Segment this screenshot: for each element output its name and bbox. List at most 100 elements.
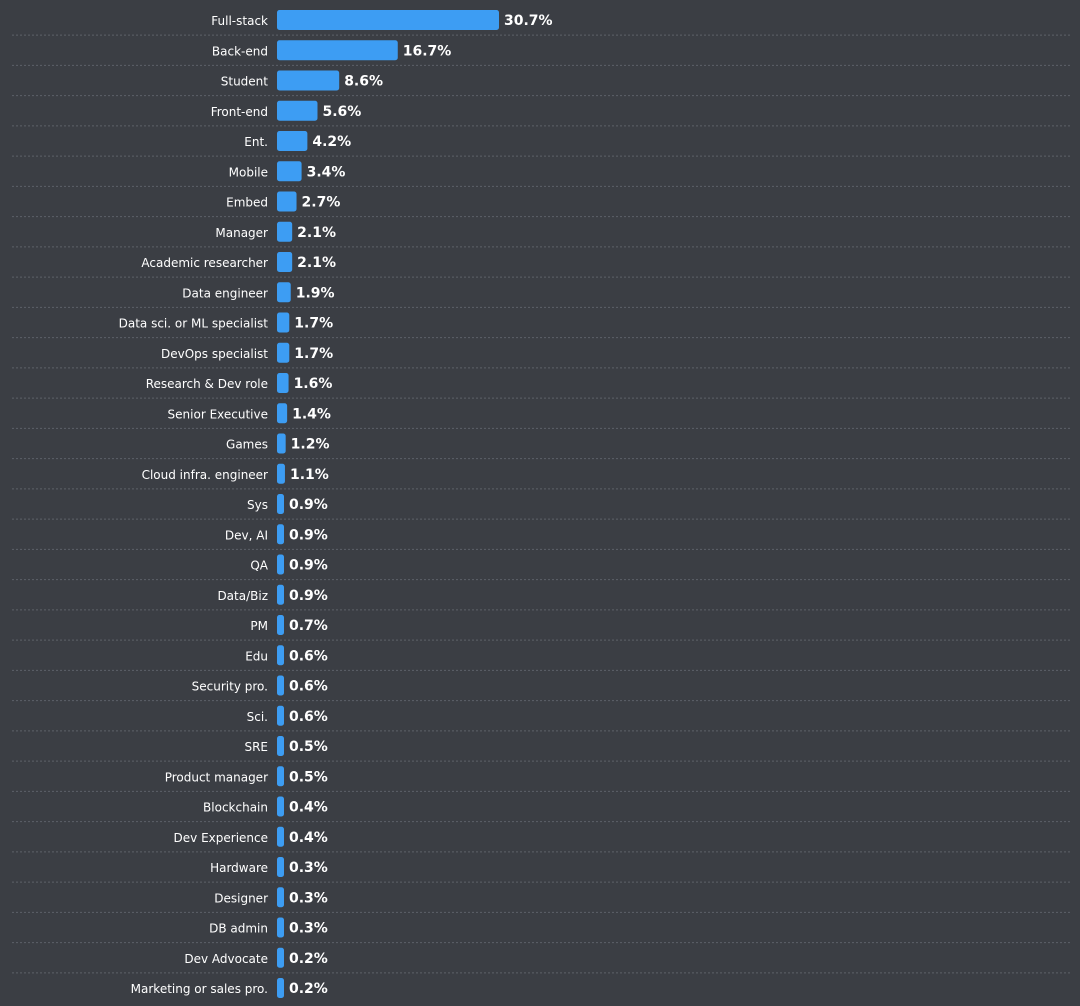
bar (277, 554, 284, 575)
bar (277, 947, 284, 968)
category-label: Senior Executive (168, 407, 268, 421)
category-label: Manager (215, 226, 268, 240)
value-label: 1.9% (296, 285, 335, 301)
category-label: Designer (214, 891, 268, 905)
bar (277, 978, 284, 998)
category-label: Dev Experience (174, 831, 268, 845)
value-label: 2.1% (297, 255, 336, 271)
category-label: Mobile (229, 165, 268, 179)
value-label: 1.4% (292, 406, 331, 422)
bar (277, 221, 293, 242)
value-label: 1.1% (290, 467, 329, 483)
bar (277, 312, 290, 333)
category-label: Embed (226, 196, 268, 210)
value-label: 0.9% (289, 497, 328, 513)
value-label: 5.6% (322, 104, 361, 120)
value-label: 0.4% (289, 830, 328, 846)
value-label: 0.4% (289, 800, 328, 816)
bar (277, 161, 302, 182)
value-label: 8.6% (344, 74, 383, 90)
category-label: Student (221, 75, 269, 89)
bar (277, 40, 398, 61)
bar (277, 494, 284, 514)
category-label: Sci. (247, 710, 268, 724)
bar (277, 857, 284, 877)
category-label: Product manager (165, 770, 268, 784)
category-label: Data sci. or ML specialist (119, 317, 269, 331)
bar (277, 100, 318, 121)
bar (277, 766, 284, 787)
value-label: 0.9% (289, 588, 328, 604)
bar (277, 675, 284, 696)
bar (277, 826, 284, 847)
category-label: Edu (245, 649, 268, 663)
category-label: Data/Biz (217, 589, 268, 603)
category-label: Hardware (210, 861, 268, 875)
value-label: 3.4% (307, 164, 346, 180)
category-label: SRE (244, 740, 268, 754)
value-label: 0.3% (289, 921, 328, 937)
category-label: QA (250, 559, 268, 573)
category-label: PM (250, 619, 268, 633)
value-label: 0.5% (289, 739, 328, 755)
bar (277, 403, 288, 424)
category-label: Dev Advocate (184, 952, 268, 966)
bar (277, 252, 293, 272)
category-label: DevOps specialist (161, 347, 268, 361)
value-label: 0.7% (289, 618, 328, 634)
bar (277, 615, 284, 635)
value-label: 30.7% (504, 13, 553, 29)
bar (277, 705, 284, 726)
value-label: 1.6% (294, 376, 333, 392)
category-label: Back-end (212, 44, 268, 58)
value-label: 1.2% (291, 437, 330, 453)
category-label: Research & Dev role (146, 377, 268, 391)
value-label: 0.3% (289, 890, 328, 906)
value-label: 0.9% (289, 558, 328, 574)
value-label: 16.7% (403, 43, 452, 59)
category-label: Cloud infra. engineer (142, 468, 268, 482)
category-label: Front-end (211, 105, 268, 119)
value-label: 0.6% (289, 709, 328, 725)
bar (277, 463, 285, 484)
bar (277, 796, 284, 817)
value-label: 0.6% (289, 648, 328, 664)
category-label: Sys (247, 498, 268, 512)
category-label: DB admin (209, 922, 268, 936)
bar (277, 917, 284, 938)
category-label: Dev, AI (225, 528, 268, 542)
category-label: Marketing or sales pro. (131, 982, 268, 996)
category-label: Data engineer (182, 286, 268, 300)
bar (277, 584, 284, 605)
value-label: 4.2% (312, 134, 351, 150)
value-label: 1.7% (294, 316, 333, 332)
chart-rows: Full-stack 30.7% Back-end 16.7% Student 8.6% F… (12, 10, 1072, 998)
bar (277, 282, 291, 303)
category-label: Full-stack (211, 14, 268, 28)
bar (277, 342, 290, 363)
bar (277, 70, 340, 91)
value-label: 0.2% (289, 981, 328, 997)
category-label: Blockchain (203, 801, 268, 815)
bar (277, 433, 286, 454)
bar (277, 10, 499, 30)
value-label: 0.2% (289, 951, 328, 967)
category-label: Games (226, 438, 268, 452)
value-label: 2.7% (302, 195, 341, 211)
value-label: 2.1% (297, 225, 336, 241)
value-label: 0.9% (289, 527, 328, 543)
bar (277, 373, 289, 393)
value-label: 0.6% (289, 679, 328, 695)
category-label: Academic researcher (141, 256, 268, 270)
value-label: 1.7% (294, 346, 333, 362)
bar (277, 645, 284, 666)
bar (277, 736, 284, 756)
category-label: Ent. (244, 135, 268, 149)
value-label: 0.5% (289, 769, 328, 785)
bar (277, 191, 297, 212)
bar (277, 524, 284, 545)
value-label: 0.3% (289, 860, 328, 876)
bar (277, 887, 284, 908)
